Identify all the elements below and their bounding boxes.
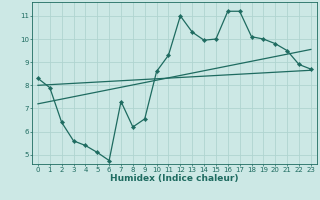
X-axis label: Humidex (Indice chaleur): Humidex (Indice chaleur) (110, 174, 239, 183)
